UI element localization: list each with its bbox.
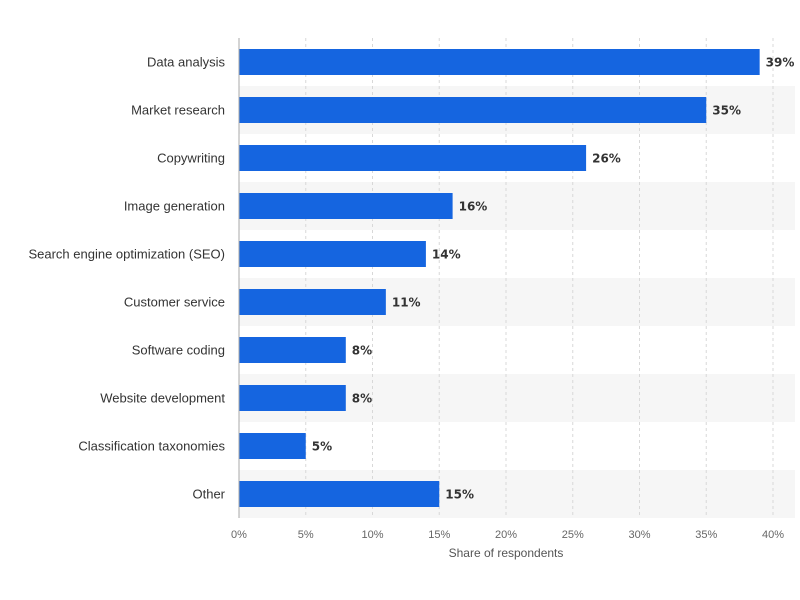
x-tick-label: 15% bbox=[428, 529, 450, 541]
value-label: 39% bbox=[766, 56, 795, 70]
bar[interactable] bbox=[239, 289, 386, 315]
category-label: Image generation bbox=[124, 199, 225, 214]
bar[interactable] bbox=[239, 145, 587, 171]
category-label: Customer service bbox=[124, 295, 225, 310]
value-label: 35% bbox=[712, 104, 741, 118]
value-label: 14% bbox=[432, 248, 461, 262]
bar[interactable] bbox=[239, 193, 453, 219]
category-label: Software coding bbox=[132, 343, 225, 358]
bar[interactable] bbox=[239, 385, 346, 411]
category-label: Website development bbox=[100, 391, 225, 406]
x-tick-label: 20% bbox=[495, 529, 517, 541]
bars bbox=[239, 49, 760, 507]
value-label: 8% bbox=[352, 344, 372, 358]
x-tick-label: 30% bbox=[628, 529, 650, 541]
category-label: Classification taxonomies bbox=[78, 439, 225, 454]
category-label: Other bbox=[192, 487, 225, 502]
value-label: 26% bbox=[592, 152, 621, 166]
category-label: Market research bbox=[131, 103, 225, 118]
x-tick-label: 25% bbox=[562, 529, 584, 541]
value-label: 15% bbox=[445, 488, 474, 502]
category-labels: Data analysis Market research Copywriting I… bbox=[28, 55, 225, 502]
value-label: 16% bbox=[459, 200, 488, 214]
bar[interactable] bbox=[239, 433, 306, 459]
bar[interactable] bbox=[239, 337, 346, 363]
x-tick-label: 5% bbox=[298, 529, 314, 541]
value-label: 5% bbox=[312, 440, 332, 454]
bar[interactable] bbox=[239, 241, 426, 267]
x-axis-title: Share of respondents bbox=[449, 546, 564, 560]
bar[interactable] bbox=[239, 481, 440, 507]
value-labels: 39% 35% 26% 16% 14% 11% 8% 8% 5% 15% bbox=[312, 56, 795, 502]
x-tick-label: 10% bbox=[361, 529, 383, 541]
x-tick-label: 0% bbox=[231, 529, 247, 541]
category-label: Search engine optimization (SEO) bbox=[28, 247, 225, 262]
bar[interactable] bbox=[239, 49, 760, 75]
category-label: Copywriting bbox=[157, 151, 225, 166]
value-label: 8% bbox=[352, 392, 372, 406]
category-label: Data analysis bbox=[147, 55, 226, 70]
bar[interactable] bbox=[239, 97, 707, 123]
x-tick-label: 40% bbox=[762, 529, 784, 541]
x-axis-ticks: 0% 5% 10% 15% 20% 25% 30% 35% 40% bbox=[231, 529, 784, 541]
value-label: 11% bbox=[392, 296, 421, 310]
x-tick-label: 35% bbox=[695, 529, 717, 541]
